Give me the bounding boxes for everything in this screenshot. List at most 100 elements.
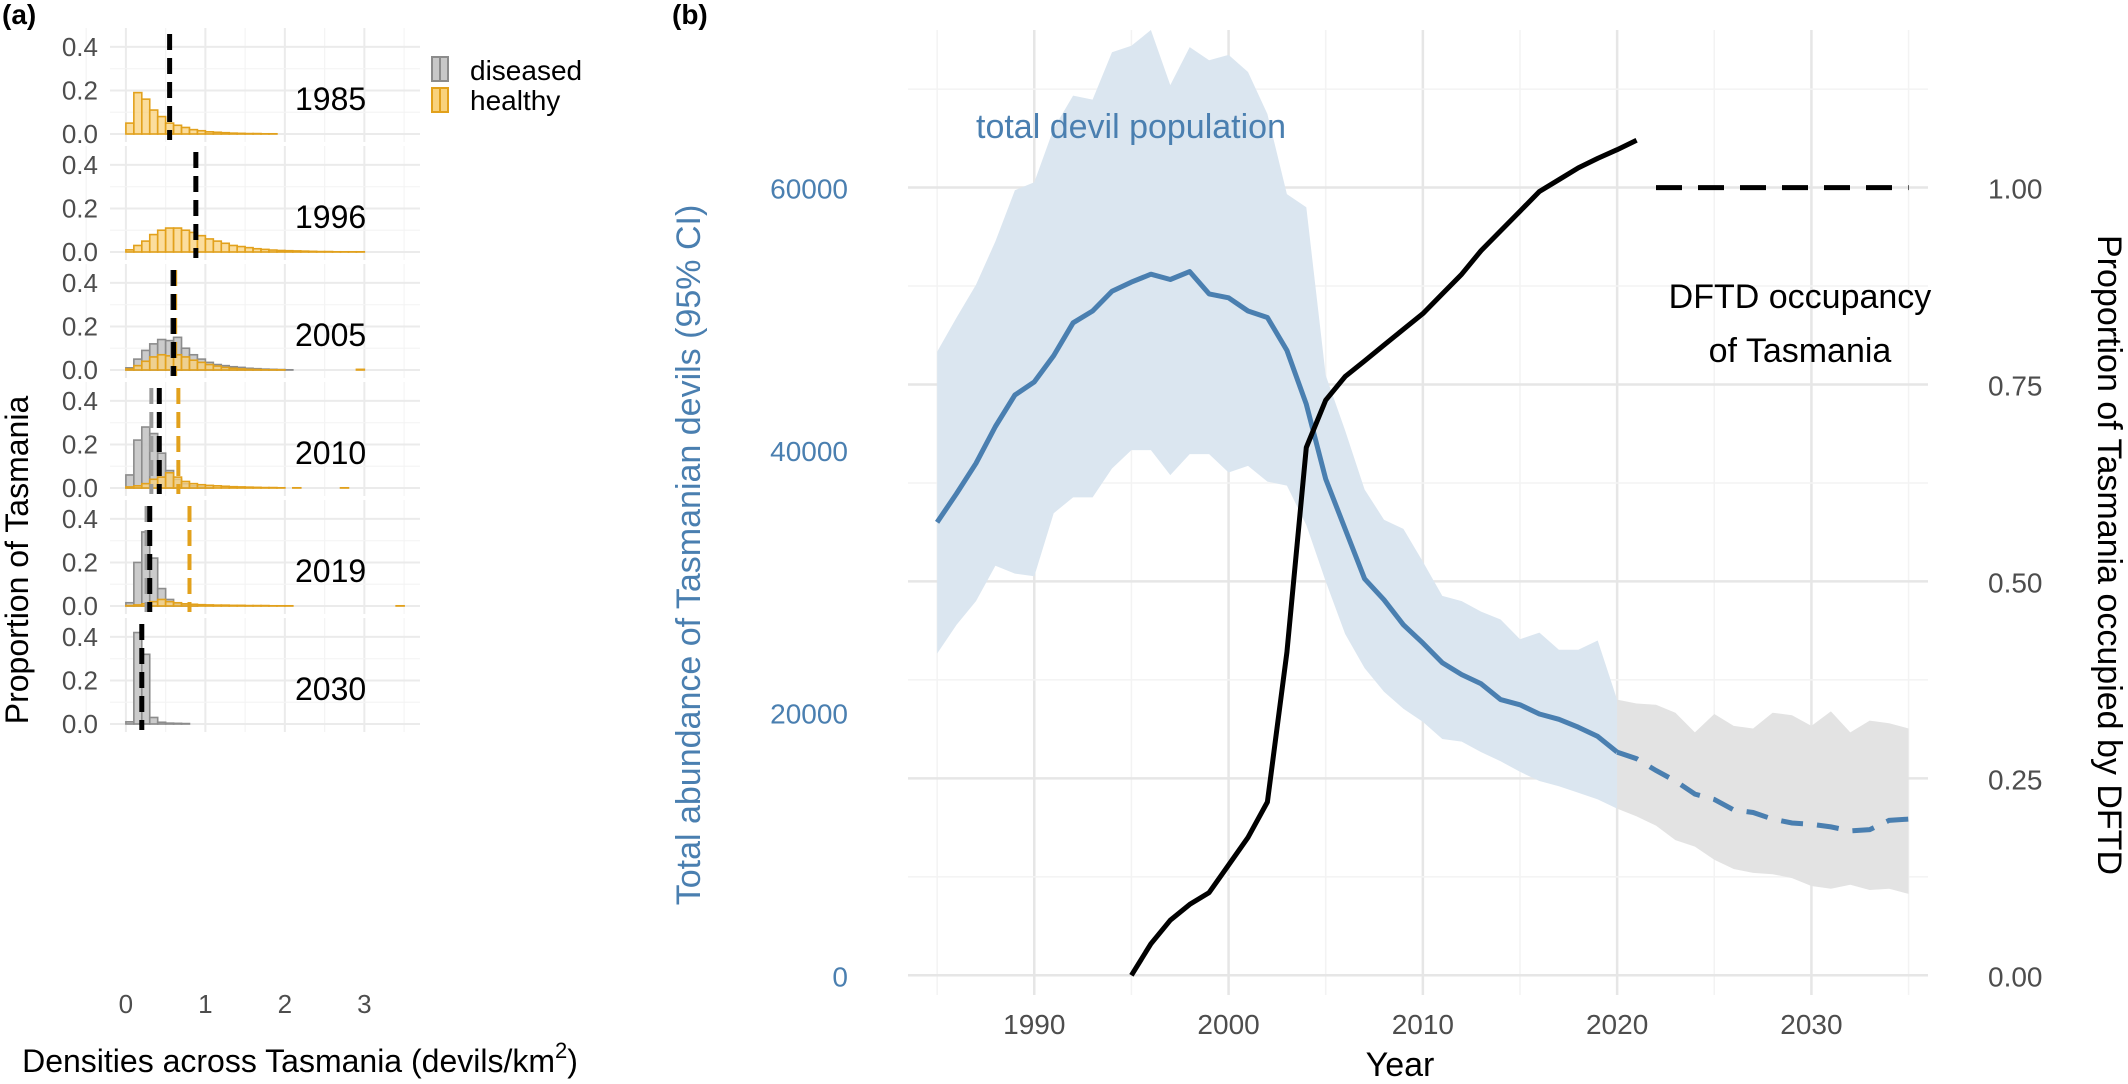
facet-y-tick-label: 0.0 [62, 237, 98, 267]
facet-year-label: 1985 [295, 81, 366, 117]
facet-y-tick-label: 0.2 [62, 75, 98, 105]
panel-b-left-axis-title: Total abundance of Tasmanian devils (95%… [670, 205, 708, 906]
facet-y-tick-label: 0.0 [62, 591, 98, 621]
healthy-bar [172, 227, 183, 253]
facet-1985: 0.0 0.2 0.4 1985 [62, 28, 420, 149]
panel-b-x-tick-label: 1990 [1003, 1009, 1065, 1040]
healthy-bar [204, 363, 215, 371]
healthy-bar [140, 360, 151, 371]
facet-2019: 0.0 0.2 0.4 2019 [62, 500, 420, 621]
healthy-bar [188, 359, 199, 371]
healthy-bar [204, 484, 215, 489]
healthy-bar [212, 240, 223, 253]
facet-y-tick-label: 0.4 [62, 622, 98, 652]
panel-a-y-axis-title: Proportion of Tasmania [0, 396, 35, 725]
facet-y-tick-label: 0.0 [62, 119, 98, 149]
panel-b-right-tick-label: 1.00 [1988, 174, 2043, 205]
healthy-bar [133, 604, 143, 607]
healthy-bar [156, 598, 167, 607]
facet-y-tick-label: 0.4 [62, 504, 98, 534]
healthy-bar [236, 132, 246, 135]
healthy-bar [260, 248, 270, 253]
facet-y-tick-label: 0.2 [62, 429, 98, 459]
panel-a-x-axis-title-superscript: 2 [555, 1038, 567, 1063]
diseased-bar [172, 722, 183, 725]
healthy-bar [148, 233, 159, 253]
facet-y-tick-label: 0.4 [62, 268, 98, 298]
diseased-bar [140, 426, 151, 489]
healthy-bar [148, 109, 159, 135]
healthy-bar [204, 131, 215, 135]
healthy-bar [180, 356, 191, 371]
healthy-bar [276, 249, 286, 253]
healthy-bar [244, 368, 254, 371]
facet-y-tick-label: 0.0 [62, 709, 98, 739]
population-confidence-band [937, 30, 1618, 809]
healthy-bar [212, 131, 223, 135]
panel-a-label: (a) [2, 0, 36, 30]
healthy-bar [188, 128, 199, 135]
facet-year-label: 2005 [295, 317, 366, 353]
healthy-bar [156, 353, 167, 371]
facet-y-tick-label: 0.0 [62, 473, 98, 503]
healthy-bar [228, 367, 238, 371]
facet-y-tick-label: 0.2 [62, 193, 98, 223]
healthy-bar [188, 482, 199, 489]
facet-y-tick-label: 0.4 [62, 150, 98, 180]
healthy-bar [196, 361, 207, 371]
panel-b-confidence-bands [937, 30, 1909, 894]
panel-b-x-axis-title: Year [1366, 1046, 1435, 1084]
healthy-bar [228, 485, 238, 489]
panel-b-right-axis-title: Proportion of Tasmania occupied by DFTD [2090, 235, 2128, 875]
healthy-bar [172, 124, 183, 135]
healthy-bar [180, 229, 191, 253]
panel-b-x-tick-label: 2000 [1197, 1009, 1259, 1040]
panel-b-left-tick-label: 40000 [770, 436, 848, 467]
healthy-bar [284, 249, 294, 253]
healthy-bar [156, 115, 167, 135]
healthy-bar [236, 604, 246, 607]
healthy-bar [133, 244, 143, 253]
panel-b-axes: 0 20000 40000 60000 0.00 0.25 0.50 0.75 1.00 1990… [770, 174, 2042, 1040]
healthy-bar [220, 366, 231, 371]
facet-1996: 0.0 0.2 0.4 1996 [62, 146, 420, 267]
healthy-bar [252, 247, 262, 253]
panel-a-x-tick-label: 2 [278, 989, 292, 1019]
healthy-bar [228, 604, 238, 607]
panel-b-label: (b) [672, 0, 708, 30]
healthy-bar [125, 368, 135, 371]
healthy-bar [204, 238, 215, 253]
diseased-bar [133, 439, 143, 489]
panel-b-left-tick-label: 60000 [770, 174, 848, 205]
healthy-bar [172, 601, 183, 607]
healthy-bar [180, 126, 191, 135]
healthy-bar [125, 486, 135, 489]
healthy-bar [236, 245, 246, 253]
projected-population-line [1616, 749, 1909, 834]
diseased-bar [148, 716, 159, 725]
healthy-bar [180, 480, 191, 489]
occupancy-annotation-line1: DFTD occupancy [1669, 278, 1932, 316]
panel-b-x-tick-label: 2030 [1780, 1009, 1842, 1040]
facet-panel-bg [110, 618, 420, 732]
facet-y-tick-label: 0.2 [62, 547, 98, 577]
panel-a: (a) Proportion of Tasmania Densities acr… [0, 0, 582, 1079]
healthy-bar [196, 603, 207, 607]
diseased-bar [156, 721, 167, 725]
healthy-bar [244, 486, 254, 489]
diseased-bar [164, 722, 175, 725]
panel-a-facets: 0.00.20.419850.00.20.419960.00.20.420050… [62, 28, 420, 739]
facet-y-tick-label: 0.2 [62, 311, 98, 341]
population-annotation: total devil population [976, 108, 1286, 146]
panel-b-x-tick-label: 2020 [1586, 1009, 1648, 1040]
facet-y-tick-label: 0.2 [62, 665, 98, 695]
healthy-bar [212, 365, 223, 371]
diseased-bar [140, 653, 151, 725]
population-line [935, 269, 1619, 755]
healthy-bar [133, 91, 143, 135]
healthy-bar [125, 249, 135, 253]
panel-b-x-tick-label: 2010 [1392, 1009, 1454, 1040]
occupancy-line [1129, 138, 1638, 977]
facet-2010: 0.0 0.2 0.4 2010 [62, 382, 420, 503]
healthy-bar [164, 600, 175, 607]
